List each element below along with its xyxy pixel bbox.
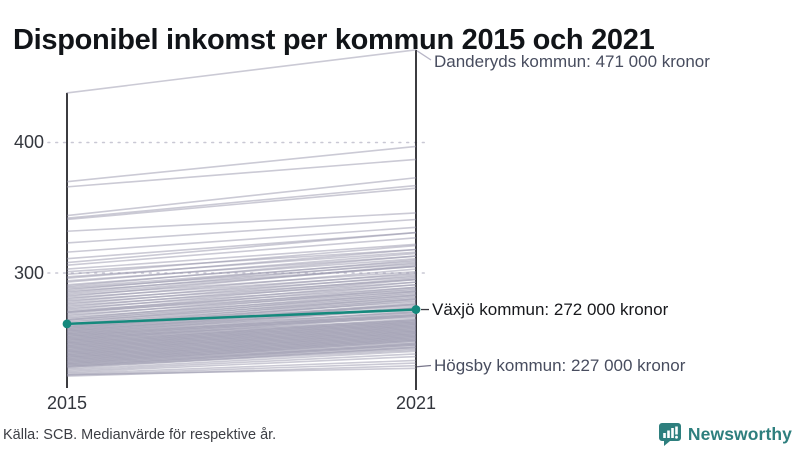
source-note: Källa: SCB. Medianvärde för respektive å…: [3, 427, 277, 443]
y-tick-400: 400: [13, 132, 44, 152]
bar-chart-speech-bubble-icon: [658, 423, 681, 446]
newsworthy-logo-text: Newsworthy: [687, 423, 792, 444]
y-tick-300: 300: [13, 263, 44, 283]
page-title: Disponibel inkomst per kommun 2015 och 2…: [13, 24, 655, 57]
annotation-danderyd: Danderyds kommun: 471 000 kronor: [434, 52, 710, 71]
x-tick-2021: 2021: [395, 393, 437, 413]
annotation-vaxjo: Växjö kommun: 272 000 kronor: [432, 300, 669, 319]
x-tick-2015: 2015: [46, 393, 88, 413]
newsworthy-logo[interactable]: Newsworthy: [658, 421, 792, 447]
annotation-hogsby: Högsby kommun: 227 000 kronor: [434, 356, 686, 375]
